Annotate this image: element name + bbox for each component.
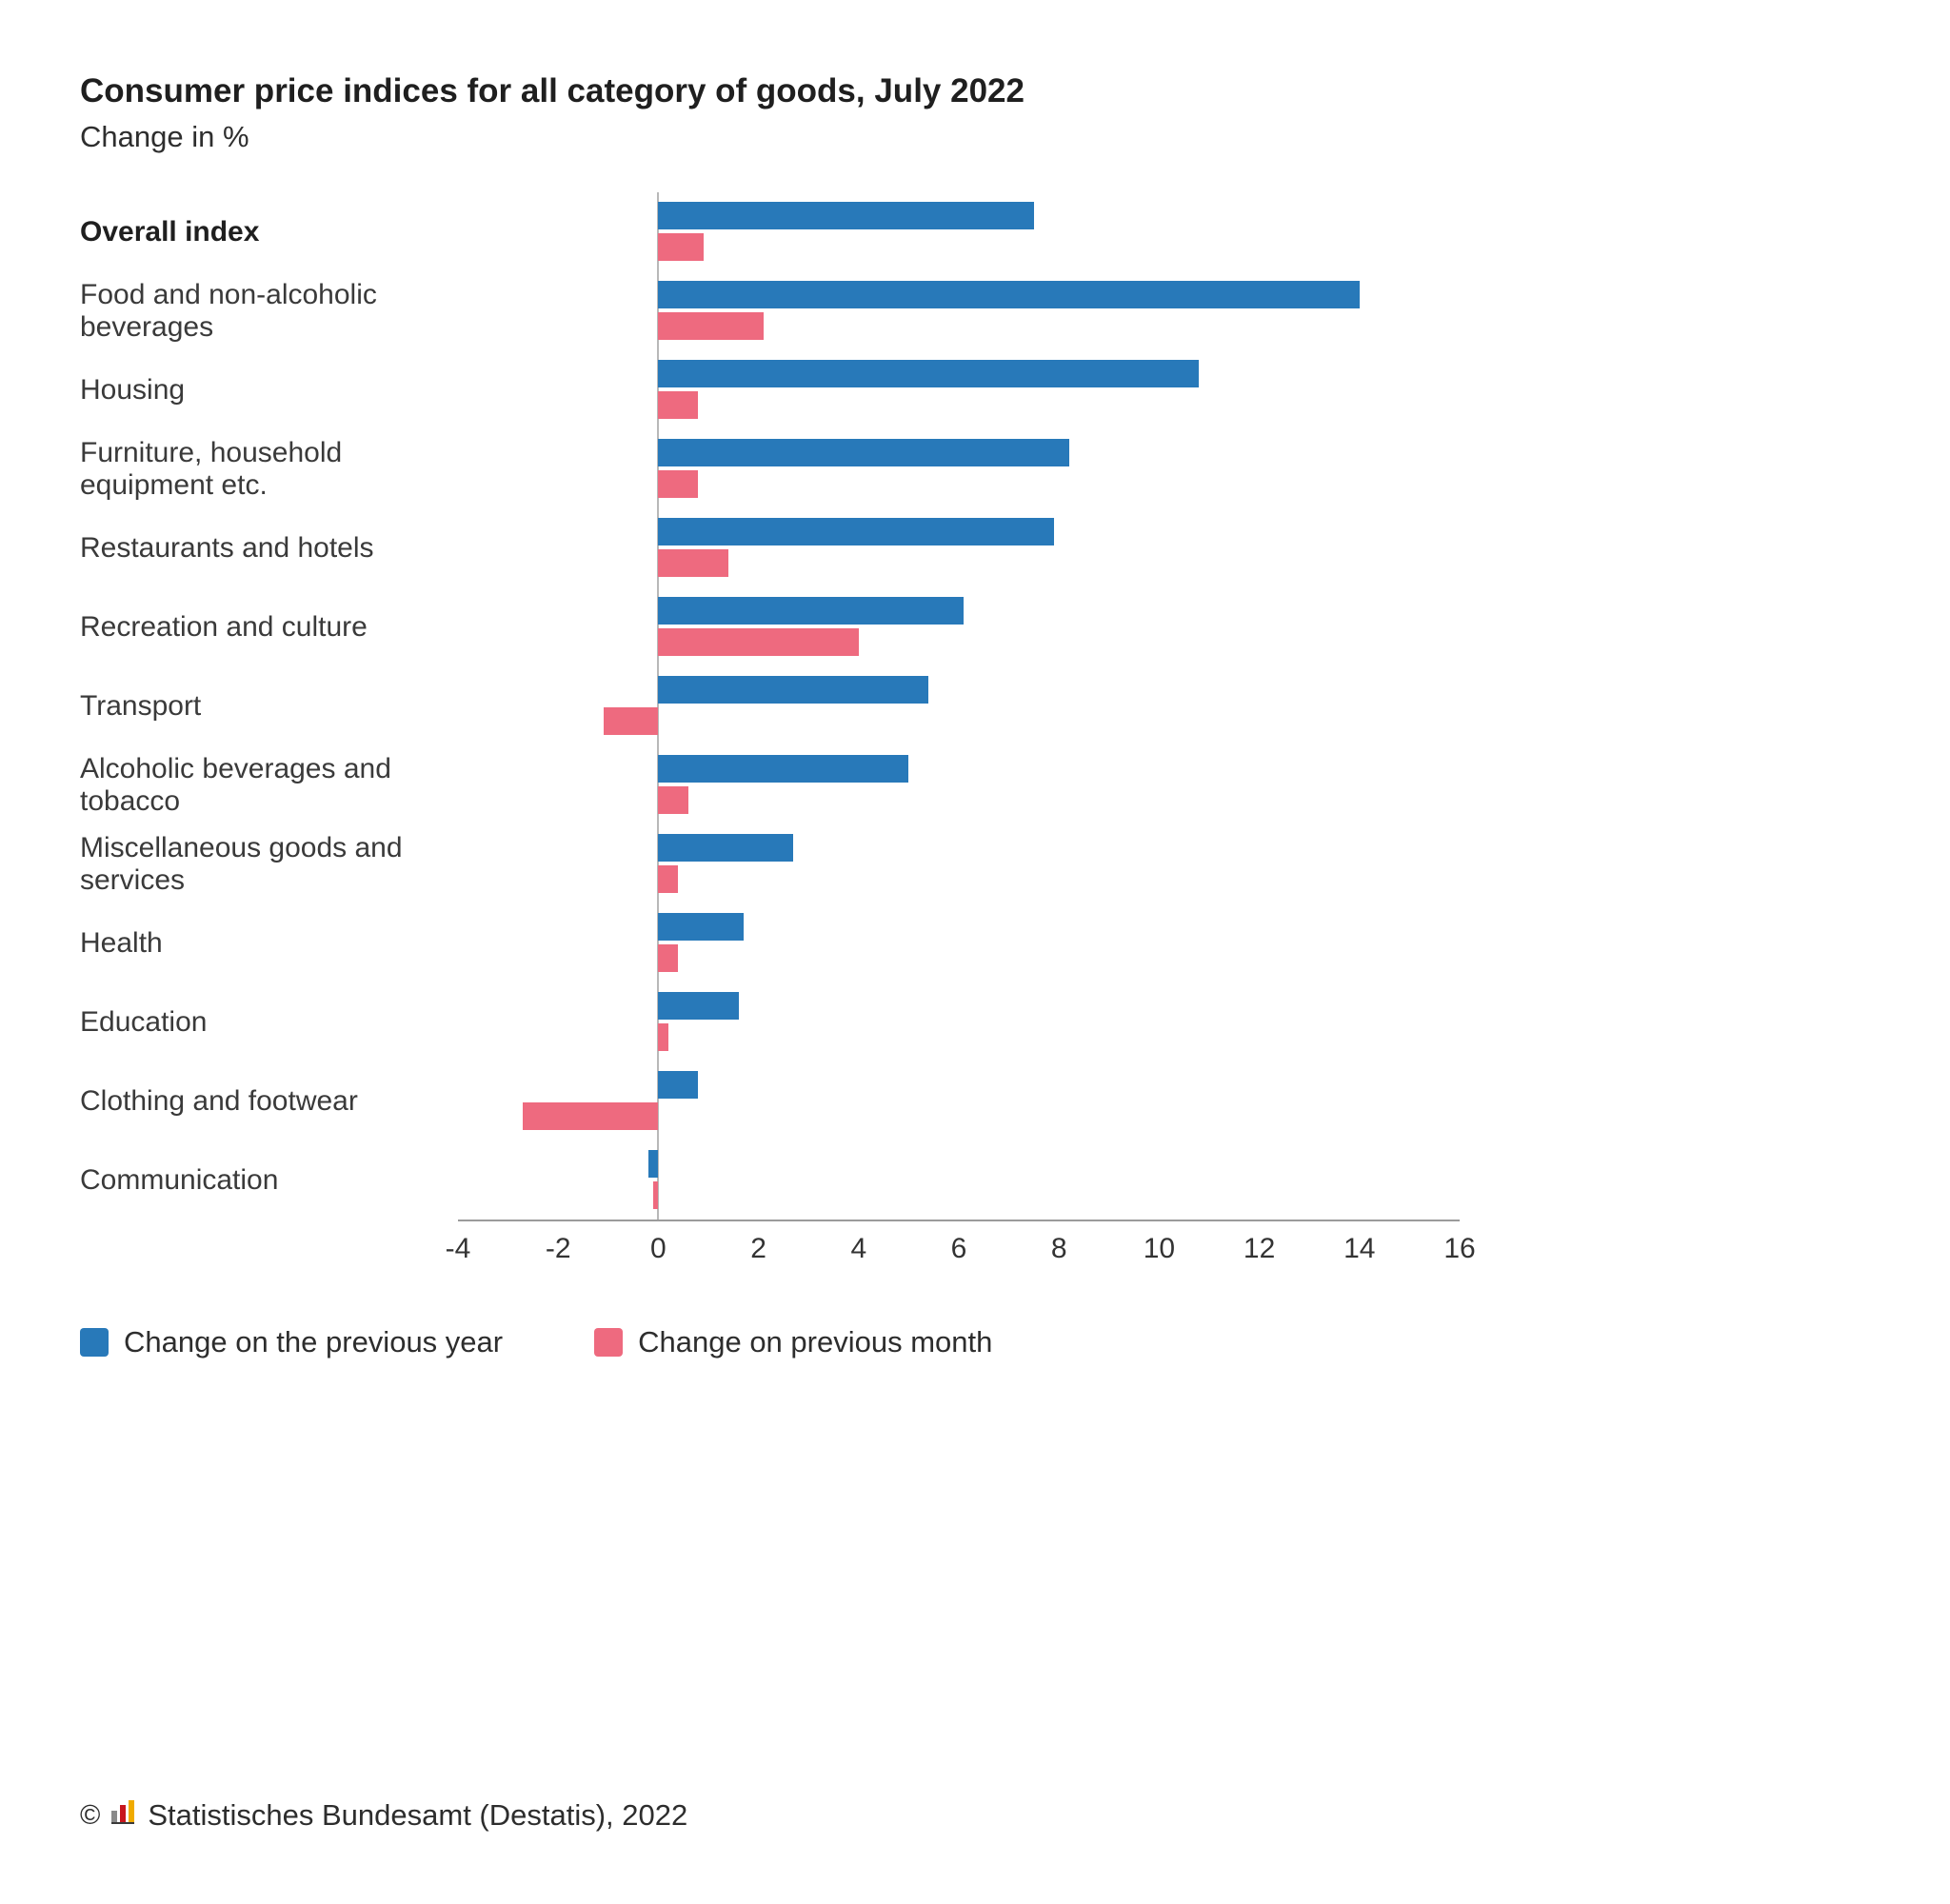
- bar-change-prev-year: [658, 597, 965, 625]
- legend-swatch: [80, 1328, 109, 1357]
- x-tick-label: -2: [545, 1233, 571, 1264]
- bar-change-prev-month: [523, 1102, 659, 1130]
- bar-change-prev-year: [658, 676, 929, 704]
- bar-group: [458, 587, 1460, 666]
- bar-chart: Overall index Food and non-alcoholic beve…: [80, 192, 1460, 1221]
- category-label: Restaurants and hotels: [80, 531, 374, 564]
- category-label: Transport: [80, 689, 202, 722]
- bar-change-prev-year: [658, 439, 1069, 466]
- category-label: Health: [80, 926, 163, 959]
- destatis-logo-icon: [109, 1797, 138, 1834]
- x-tick-label: 6: [950, 1233, 967, 1264]
- legend-swatch: [594, 1328, 624, 1357]
- bar-change-prev-month: [653, 1181, 659, 1209]
- bar-change-prev-year: [658, 1071, 699, 1099]
- bar-change-prev-month: [658, 628, 859, 656]
- bar-group: [458, 982, 1460, 1061]
- x-tick-label: 2: [750, 1233, 766, 1264]
- bar-change-prev-year: [658, 281, 1360, 308]
- page-title: Consumer price indices for all category …: [80, 72, 1025, 109]
- category-label: Education: [80, 1005, 208, 1038]
- category-label: Alcoholic beverages and tobacco: [80, 752, 391, 817]
- bar-group: [458, 429, 1460, 508]
- bar-change-prev-month: [658, 786, 688, 814]
- source-footer: © Statistisches Bundesamt (Destatis), 20…: [80, 1797, 687, 1834]
- legend-item-prev-year: Change on the previous year: [80, 1325, 503, 1359]
- legend-item-prev-month: Change on previous month: [594, 1325, 992, 1359]
- bar-group: [458, 1140, 1460, 1220]
- category-labels: Overall index Food and non-alcoholic beve…: [80, 192, 458, 1221]
- category-label: Recreation and culture: [80, 610, 368, 643]
- bar-change-prev-month: [658, 944, 679, 972]
- bar-group: [458, 824, 1460, 903]
- bar-change-prev-year: [658, 913, 744, 941]
- bar-group: [458, 745, 1460, 824]
- bar-change-prev-month: [658, 1023, 668, 1051]
- category-label: Overall index: [80, 215, 260, 248]
- copyright-symbol: ©: [80, 1799, 101, 1831]
- x-tick-label: 0: [650, 1233, 667, 1264]
- bar-change-prev-year: [658, 834, 794, 862]
- bar-group: [458, 271, 1460, 350]
- bar-change-prev-month: [658, 391, 699, 419]
- x-tick-label: 16: [1443, 1233, 1476, 1264]
- legend-label: Change on the previous year: [124, 1325, 504, 1359]
- bar-change-prev-month: [658, 865, 679, 893]
- x-tick-label: -4: [445, 1233, 471, 1264]
- category-label: Miscellaneous goods and services: [80, 831, 403, 896]
- category-label: Housing: [80, 373, 186, 406]
- x-axis: -4 -2 0 2 4 6 8 10 12 14 16: [446, 1223, 1476, 1265]
- legend-label: Change on previous month: [638, 1325, 993, 1359]
- plot-area: [458, 192, 1460, 1221]
- category-label: Communication: [80, 1163, 279, 1196]
- bar-group: [458, 1061, 1460, 1140]
- bar-change-prev-year: [658, 202, 1034, 229]
- x-tick-label: 8: [1050, 1233, 1067, 1264]
- bar-group: [458, 903, 1460, 982]
- category-label: Food and non-alcoholic beverages: [80, 278, 377, 343]
- bar-change-prev-month: [658, 312, 764, 340]
- bar-change-prev-month: [658, 233, 704, 261]
- bar-change-prev-year: [658, 360, 1200, 387]
- bar-group: [458, 192, 1460, 271]
- zero-axis-line: [657, 192, 660, 1220]
- page-subtitle: Change in %: [80, 120, 249, 153]
- category-label: Furniture, household equipment etc.: [80, 436, 343, 501]
- chart-legend: Change on the previous year Change on pre…: [80, 1325, 992, 1359]
- x-tick-label: 10: [1143, 1233, 1176, 1264]
- x-tick-label: 12: [1243, 1233, 1276, 1264]
- x-tick-label: 14: [1343, 1233, 1376, 1264]
- bar-change-prev-year: [658, 992, 739, 1020]
- x-tick-label: 4: [850, 1233, 867, 1264]
- bar-group: [458, 508, 1460, 587]
- bar-change-prev-year: [658, 518, 1054, 545]
- bar-change-prev-month: [658, 470, 699, 498]
- bar-change-prev-year: [647, 1150, 659, 1178]
- bar-change-prev-month: [658, 549, 729, 577]
- source-text: Statistisches Bundesamt (Destatis), 2022: [148, 1798, 688, 1832]
- bar-group: [458, 350, 1460, 429]
- bar-group: [458, 666, 1460, 745]
- bar-change-prev-month: [603, 707, 659, 735]
- category-label: Clothing and footwear: [80, 1084, 358, 1117]
- bar-change-prev-year: [658, 755, 909, 783]
